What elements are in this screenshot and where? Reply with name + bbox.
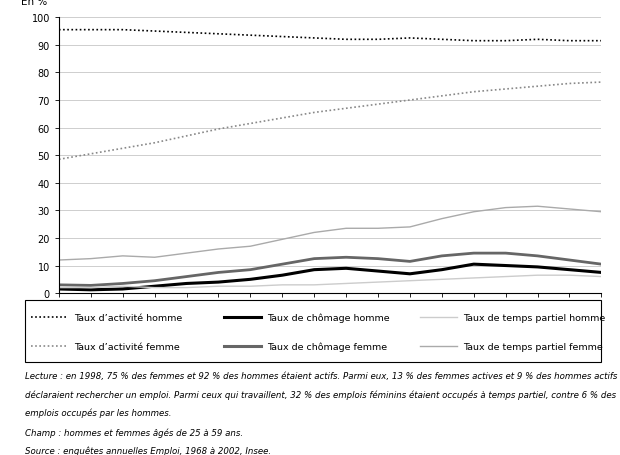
Text: Taux d’activité homme: Taux d’activité homme [74,313,182,322]
Text: Champ : hommes et femmes âgés de 25 à 59 ans.: Champ : hommes et femmes âgés de 25 à 59… [25,428,243,437]
Text: Taux de temps partiel homme: Taux de temps partiel homme [463,313,605,322]
Text: Taux de temps partiel femme: Taux de temps partiel femme [463,342,603,351]
Text: Lecture : en 1998, 75 % des femmes et 92 % des hommes étaient actifs. Parmi eux,: Lecture : en 1998, 75 % des femmes et 92… [25,371,617,380]
Text: Source : enquêtes annuelles Emploi, 1968 à 2002, Insee.: Source : enquêtes annuelles Emploi, 1968… [25,446,271,455]
Text: En %: En % [21,0,47,7]
Text: Taux de chômage homme: Taux de chômage homme [267,313,389,322]
Text: Taux de chômage femme: Taux de chômage femme [267,342,387,351]
Text: déclaraient rechercher un emploi. Parmi ceux qui travaillent, 32 % des emplois f: déclaraient rechercher un emploi. Parmi … [25,389,616,399]
Text: emplois occupés par les hommes.: emplois occupés par les hommes. [25,408,171,417]
Text: Taux d’activité femme: Taux d’activité femme [74,342,180,351]
